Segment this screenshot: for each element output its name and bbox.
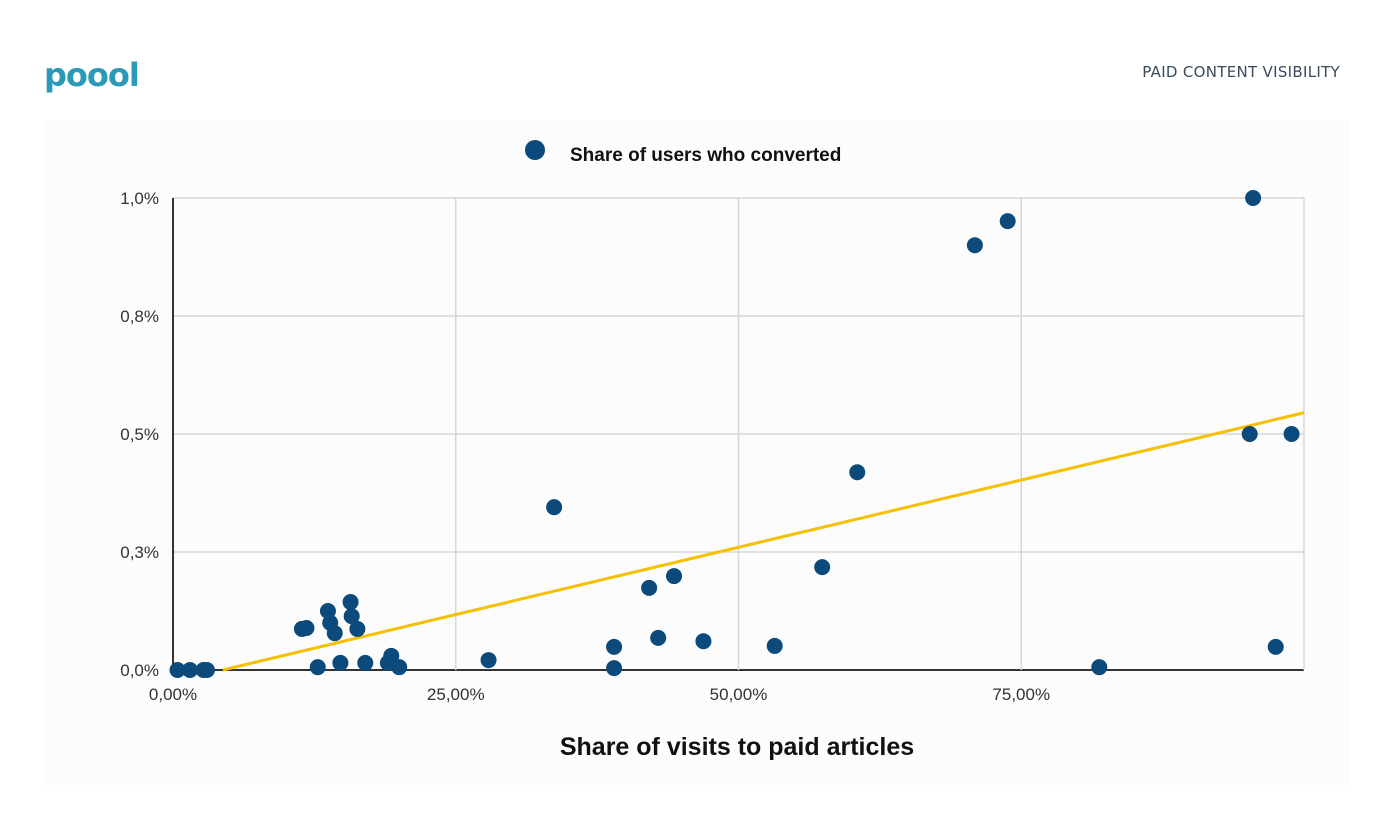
data-point bbox=[480, 652, 497, 669]
data-point bbox=[999, 213, 1016, 230]
trendline bbox=[222, 411, 1305, 672]
x-tick-label: 75,00% bbox=[992, 685, 1050, 704]
data-point bbox=[349, 620, 366, 637]
data-point bbox=[546, 499, 563, 516]
tick-labels: 0,0% 0,3% 0,5% 0,8% 1,0% 0,00% 25,00% 50,00% 75,… bbox=[120, 189, 1050, 704]
data-point bbox=[298, 619, 315, 636]
data-point bbox=[695, 633, 712, 650]
points-group bbox=[169, 190, 1300, 678]
y-tick-label: 0,5% bbox=[120, 425, 159, 444]
data-point bbox=[391, 659, 408, 676]
data-point bbox=[766, 637, 783, 654]
data-point bbox=[666, 568, 683, 585]
y-tick-label: 0,3% bbox=[120, 543, 159, 562]
data-point bbox=[966, 237, 983, 254]
trendline-group bbox=[222, 411, 1305, 672]
section-title: PAID CONTENT VISIBILITY bbox=[1142, 63, 1340, 81]
data-point bbox=[1245, 190, 1262, 206]
data-point bbox=[342, 594, 359, 611]
data-point bbox=[357, 654, 374, 671]
x-tick-label: 25,00% bbox=[427, 685, 485, 704]
x-tick-label: 50,00% bbox=[710, 685, 768, 704]
data-point bbox=[641, 579, 658, 596]
data-point bbox=[343, 608, 360, 625]
data-point bbox=[1283, 426, 1300, 442]
x-tick-label: 0,00% bbox=[149, 685, 197, 704]
data-point bbox=[606, 638, 623, 655]
data-point bbox=[650, 629, 667, 646]
y-tick-label: 0,8% bbox=[120, 307, 159, 326]
data-point bbox=[332, 654, 349, 671]
grid bbox=[172, 197, 1305, 671]
poool-logo: poool bbox=[44, 56, 140, 94]
data-point bbox=[198, 662, 215, 678]
data-point bbox=[383, 647, 400, 664]
data-point bbox=[169, 662, 186, 678]
data-point bbox=[1241, 426, 1258, 442]
legend-marker bbox=[525, 140, 545, 160]
data-point bbox=[1091, 659, 1108, 676]
legend-label: Share of users who converted bbox=[570, 145, 841, 166]
data-point bbox=[326, 625, 343, 642]
data-point bbox=[309, 659, 326, 676]
data-point bbox=[606, 660, 623, 677]
data-point bbox=[814, 559, 831, 576]
y-tick-label: 0,0% bbox=[120, 661, 159, 680]
data-point bbox=[849, 464, 866, 481]
data-point bbox=[181, 662, 198, 678]
x-axis-label: Share of visits to paid articles bbox=[560, 733, 914, 761]
y-tick-label: 1,0% bbox=[120, 189, 159, 208]
data-point bbox=[1267, 638, 1284, 655]
